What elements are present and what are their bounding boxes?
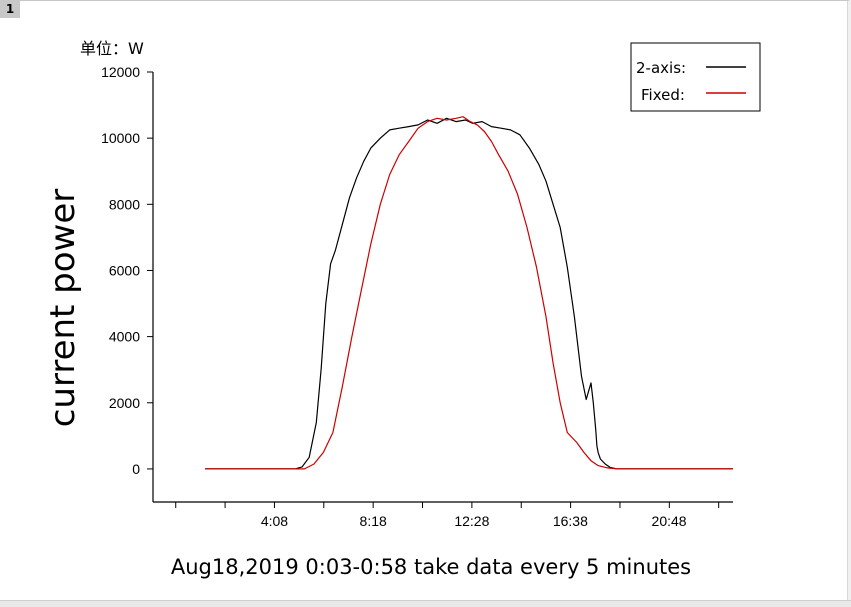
bottom-ruler [0, 600, 851, 607]
legend: 2-axis: Fixed: [630, 42, 761, 112]
y-tick-label: 0 [132, 461, 140, 477]
x-axis-label: Aug18,2019 0:03-0:58 take data every 5 m… [171, 555, 691, 579]
series-line-2-axis [205, 117, 733, 470]
x-tick-label: 12:28 [454, 513, 489, 529]
y-tick-label: 8000 [109, 196, 140, 212]
series-lines [205, 116, 733, 470]
x-tick-label: 4:08 [261, 513, 288, 529]
y-axis-label: current power [43, 189, 83, 428]
x-tick-label: 8:18 [360, 513, 387, 529]
series-line-fixed [205, 116, 733, 470]
legend-label-fixed: Fixed: [641, 86, 685, 104]
y-tick-label: 4000 [109, 329, 140, 345]
legend-label-2-axis: 2-axis: [636, 59, 686, 77]
y-tick-label: 6000 [109, 262, 140, 278]
layer-tab[interactable]: 1 [0, 0, 20, 18]
y-tick-label: 10000 [101, 130, 140, 146]
y-ticks: 0 2000 4000 6000 8000 10000 12000 [101, 64, 153, 477]
y-tick-label: 2000 [109, 395, 140, 411]
y-tick-label: 12000 [101, 64, 140, 80]
page-border [0, 0, 849, 3]
legend-box [630, 42, 761, 112]
unit-label: 单位：W [80, 39, 144, 58]
x-tick-label: 20:48 [652, 513, 687, 529]
x-ticks: 4:08 8:18 12:28 16:38 20:48 [175, 502, 720, 529]
x-tick-label: 16:38 [553, 513, 588, 529]
